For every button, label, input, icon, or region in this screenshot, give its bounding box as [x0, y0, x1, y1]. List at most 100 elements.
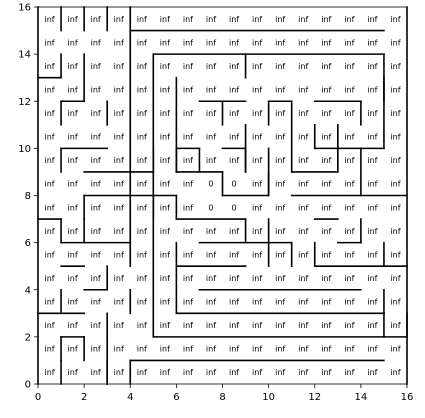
cell-value: inf	[137, 274, 147, 283]
cell-value: inf	[91, 62, 101, 71]
cell-value: inf	[206, 15, 216, 24]
cell-value: inf	[44, 203, 54, 212]
cell-value: inf	[44, 85, 54, 94]
cell-value: inf	[252, 368, 262, 377]
cell-value: inf	[390, 85, 400, 94]
cell-value: inf	[321, 274, 331, 283]
cell-value: inf	[275, 345, 285, 354]
cell-value: inf	[44, 109, 54, 118]
cell-value: inf	[68, 321, 78, 330]
cell-value: inf	[68, 156, 78, 165]
cell-value: inf	[344, 180, 354, 189]
cell-value: inf	[44, 38, 54, 47]
cell-value: inf	[275, 250, 285, 259]
cell-value: inf	[344, 203, 354, 212]
cell-value: inf	[298, 250, 308, 259]
cell-value: inf	[68, 15, 78, 24]
x-tick-label: 4	[127, 392, 133, 403]
cell-value: inf	[206, 250, 216, 259]
cell-value: inf	[137, 133, 147, 142]
cell-value: inf	[160, 321, 170, 330]
cell-value: inf	[183, 321, 193, 330]
cell-value: inf	[91, 133, 101, 142]
cell-value: inf	[68, 274, 78, 283]
cell-value: inf	[367, 227, 377, 236]
cell-value: inf	[206, 321, 216, 330]
cell-value: inf	[367, 180, 377, 189]
cell-value: inf	[68, 62, 78, 71]
cell-value: inf	[91, 345, 101, 354]
cell-value: inf	[206, 368, 216, 377]
cell-value: inf	[160, 250, 170, 259]
cell-value: inf	[44, 156, 54, 165]
cell-value: inf	[137, 345, 147, 354]
cell-value: inf	[252, 274, 262, 283]
cell-value: inf	[44, 133, 54, 142]
cell-value: inf	[275, 180, 285, 189]
cell-value: inf	[275, 38, 285, 47]
cell-value: inf	[367, 133, 377, 142]
cell-value: inf	[321, 368, 331, 377]
cell-value: inf	[252, 227, 262, 236]
cell-value: inf	[390, 368, 400, 377]
cell-value: inf	[229, 298, 239, 307]
cell-value: inf	[68, 368, 78, 377]
cell-value: inf	[298, 109, 308, 118]
cell-value: inf	[344, 62, 354, 71]
cell-value: inf	[44, 274, 54, 283]
x-tick-label: 2	[81, 392, 87, 403]
cell-value: inf	[229, 133, 239, 142]
cell-value: inf	[44, 15, 54, 24]
cell-value: inf	[252, 109, 262, 118]
cell-value: inf	[390, 298, 400, 307]
cell-value: inf	[321, 85, 331, 94]
cell-value: inf	[321, 15, 331, 24]
cell-value: inf	[367, 109, 377, 118]
cell-value: inf	[137, 298, 147, 307]
cell-value: inf	[367, 368, 377, 377]
cell-value: inf	[390, 250, 400, 259]
x-tick-label: 16	[401, 392, 414, 403]
cell-value: inf	[137, 250, 147, 259]
cell-value: inf	[252, 133, 262, 142]
cell-value: inf	[183, 250, 193, 259]
cell-value: inf	[114, 62, 124, 71]
cell-value: inf	[229, 38, 239, 47]
cell-value: inf	[137, 180, 147, 189]
cell-value: inf	[344, 109, 354, 118]
cell-value: inf	[206, 156, 216, 165]
cell-value: inf	[367, 345, 377, 354]
cell-value: inf	[344, 133, 354, 142]
cell-value: inf	[114, 180, 124, 189]
cell-value: inf	[183, 156, 193, 165]
cell-value: inf	[390, 227, 400, 236]
cell-value: inf	[206, 345, 216, 354]
y-tick-label: 6	[25, 238, 31, 249]
cell-value: inf	[68, 227, 78, 236]
cell-value: inf	[275, 368, 285, 377]
cell-value: inf	[298, 227, 308, 236]
cell-value: inf	[344, 274, 354, 283]
cell-value: inf	[114, 298, 124, 307]
cell-value: inf	[275, 203, 285, 212]
x-tick-label: 0	[35, 392, 41, 403]
cell-value: inf	[114, 38, 124, 47]
cell-value: inf	[344, 85, 354, 94]
cell-value: inf	[114, 203, 124, 212]
cell-value: inf	[91, 38, 101, 47]
cell-value: inf	[160, 203, 170, 212]
cell-value: inf	[344, 227, 354, 236]
cell-value: inf	[91, 203, 101, 212]
cell-value: inf	[367, 203, 377, 212]
cell-value: 0	[231, 180, 236, 189]
cell-value: inf	[252, 250, 262, 259]
cell-value: inf	[160, 15, 170, 24]
cell-value: inf	[91, 368, 101, 377]
cell-value: inf	[160, 227, 170, 236]
cell-value: inf	[367, 156, 377, 165]
cell-value: inf	[160, 298, 170, 307]
cell-value: inf	[160, 345, 170, 354]
cell-value: inf	[160, 133, 170, 142]
cell-value: inf	[91, 180, 101, 189]
